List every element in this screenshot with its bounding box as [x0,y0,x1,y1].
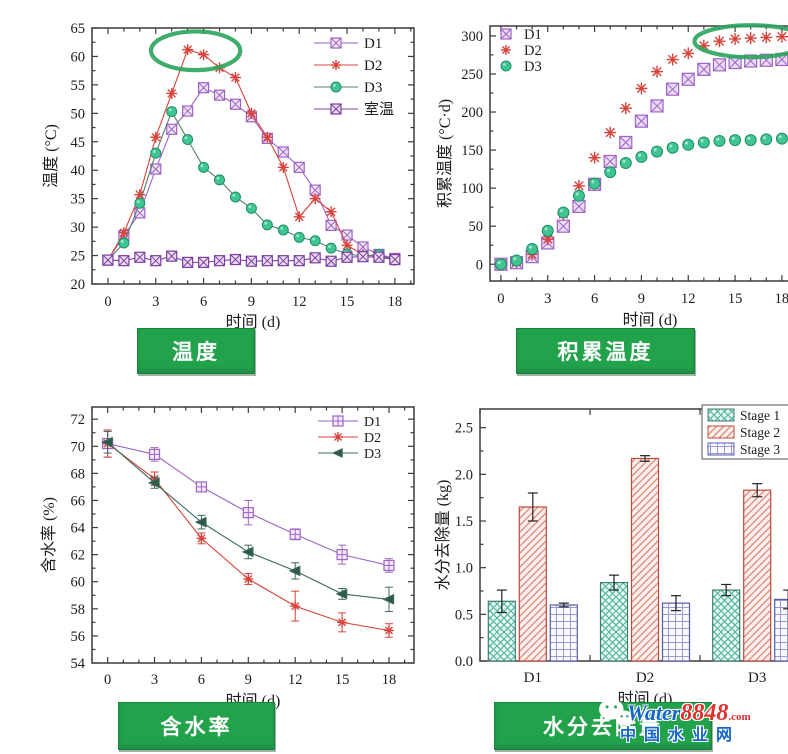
watermark-site-text: Water8848.com [627,701,751,725]
svg-text:9: 9 [245,672,252,688]
svg-text:35: 35 [71,192,86,208]
svg-text:1.0: 1.0 [455,561,473,577]
svg-text:9: 9 [638,291,645,307]
water-removal-panel: D1 D2 D3 0.0 0.5 1.0 1.5 2.0 2.5 时间 (d) 水分去除量 (kg)… [434,401,788,719]
svg-text:6: 6 [200,294,207,310]
svg-text:54: 54 [71,656,86,672]
svg-text:Stage 1: Stage 1 [740,408,780,423]
svg-text:72: 72 [71,412,86,428]
svg-text:300: 300 [461,29,483,45]
svg-text:3: 3 [544,291,551,307]
watermark: Water8848.com 中国水业网 [596,698,788,754]
svg-text:12: 12 [292,294,307,310]
svg-text:66: 66 [71,493,86,509]
svg-text:25: 25 [71,249,86,265]
svg-text:D3: D3 [524,59,542,75]
svg-text:100: 100 [461,181,483,197]
water-removal-chart: D1 D2 D30.00.51.01.52.02.5时间 (d)水分去除量 (kg)… [434,404,788,708]
svg-text:60: 60 [71,49,86,65]
svg-text:30: 30 [71,220,86,236]
temperature-chart: 0 3 6 9 12 15 18 20 25 30 35 40 45 50 55 60 65 时间 (d) 温度 (… [42,21,415,331]
svg-text:65: 65 [71,21,86,37]
svg-text:D1: D1 [364,36,382,52]
svg-text:D2: D2 [364,431,381,446]
svg-text:2.0: 2.0 [455,467,473,483]
panel-label-temperature: 温度 [137,328,255,374]
svg-text:D2: D2 [524,43,542,59]
accumulated-temperature-panel: 0 3 6 9 12 15 18 0 50 100 150 200 250 300 时间 (d) 积累温度 (… [434,16,788,338]
svg-text:200: 200 [461,105,483,121]
svg-text:55: 55 [71,78,86,94]
watermark-site-number: 8848 [680,700,729,726]
svg-text:D2: D2 [364,58,382,74]
svg-text:时间 (d): 时间 (d) [623,311,678,329]
svg-text:18: 18 [382,672,397,688]
svg-text:50: 50 [469,219,484,235]
svg-text:20: 20 [71,277,86,293]
svg-text:D3: D3 [364,447,381,462]
panel-label-moisture-content: 含水率 [118,702,275,750]
svg-text:Stage 3: Stage 3 [740,442,780,457]
svg-text:40: 40 [71,163,86,179]
svg-text:室温: 室温 [364,101,394,118]
svg-text:6: 6 [198,672,205,688]
svg-text:68: 68 [71,466,86,482]
svg-text:D2: D2 [636,670,654,686]
svg-text:15: 15 [335,672,350,688]
svg-text:D3: D3 [748,670,766,686]
panel-label-accumulated-temperature: 积累温度 [516,328,695,374]
moisture-content-panel: 036912151854565860626466687072时间 (d)含水率 … [40,401,434,719]
svg-text:1.5: 1.5 [455,514,473,530]
svg-text:0.0: 0.0 [455,654,473,670]
svg-text:D1: D1 [524,670,542,686]
svg-text:9: 9 [248,294,255,310]
svg-text:D1: D1 [364,415,381,430]
svg-text:6: 6 [591,291,598,307]
svg-text:58: 58 [71,602,86,618]
svg-text:时间 (d): 时间 (d) [226,313,281,331]
svg-text:3: 3 [152,294,159,310]
svg-text:56: 56 [71,629,86,645]
svg-text:15: 15 [728,291,743,307]
svg-text:0: 0 [104,294,111,310]
watermark-cn-text: 中国水业网 [620,727,741,744]
svg-text:70: 70 [71,439,86,455]
svg-text:60: 60 [71,575,86,591]
svg-text:积累温度 (°C·d): 积累温度 (°C·d) [436,99,454,208]
svg-text:D3: D3 [364,80,382,96]
svg-text:250: 250 [461,67,483,83]
watermark-site-tld: .com [728,711,751,723]
temperature-panel: 0 3 6 9 12 15 18 20 25 30 35 40 45 50 55 60 65 时间 (d) 温度 (… [40,16,434,338]
svg-text:0.5: 0.5 [455,607,473,623]
svg-text:12: 12 [681,291,696,307]
svg-text:45: 45 [71,135,86,151]
svg-text:0: 0 [497,291,504,307]
wechat-icon [596,697,636,729]
svg-text:18: 18 [388,294,403,310]
svg-text:3: 3 [151,672,158,688]
svg-text:12: 12 [288,672,303,688]
svg-text:水分去除量 (kg): 水分去除量 (kg) [434,480,452,591]
svg-text:温度 (°C): 温度 (°C) [42,124,60,188]
svg-text:2.5: 2.5 [455,421,473,437]
svg-text:64: 64 [71,521,86,537]
svg-text:Stage 2: Stage 2 [740,425,780,440]
moisture-content-chart: 036912151854565860626466687072时间 (d)含水率 … [40,406,415,710]
svg-text:D1: D1 [524,27,542,43]
svg-text:0: 0 [104,672,111,688]
svg-text:含水率 (%): 含水率 (%) [40,497,58,573]
svg-text:62: 62 [71,548,86,564]
svg-text:0: 0 [476,257,483,273]
watermark-row: Water8848.com [596,697,751,729]
watermark-site-name: Water [627,700,681,725]
svg-text:18: 18 [775,291,788,307]
svg-text:50: 50 [71,106,86,122]
svg-text:15: 15 [340,294,355,310]
accumulated-temperature-chart: 0 3 6 9 12 15 18 0 50 100 150 200 250 300 时间 (d) 积累温度 (… [436,23,788,329]
svg-text:150: 150 [461,143,483,159]
